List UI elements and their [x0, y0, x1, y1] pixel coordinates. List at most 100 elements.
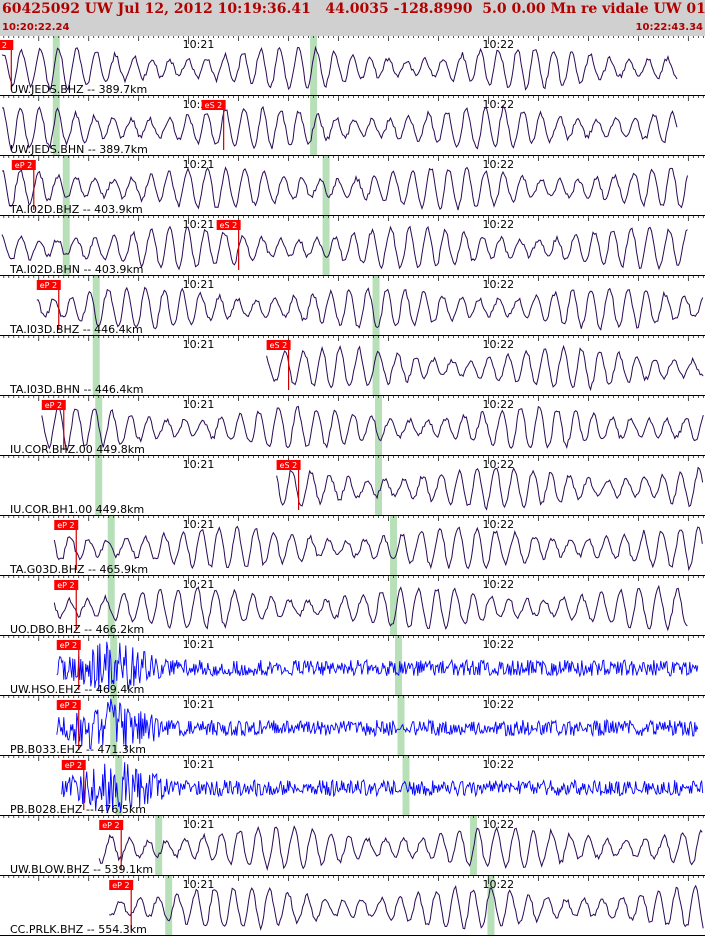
pick-label: eP 2 [102, 821, 119, 830]
minute-label: 10:22 [482, 158, 514, 171]
trace-panel: 10:21 10:22 eP 2 UW.BLOW.BHZ -- 539.1km [0, 816, 705, 876]
minute-label: 10:22 [482, 758, 514, 771]
pick-label: eP 2 [65, 761, 82, 770]
phase-window-s [469, 816, 477, 875]
pick-box [41, 400, 66, 410]
trace-panel: 10:21 10:22 eP 2 TA.G03D.BHZ -- 465.9km [0, 516, 705, 576]
minute-label: 10:22 [482, 398, 514, 411]
minute-label: 10:22 [482, 38, 514, 51]
minute-label: 10:22 [482, 458, 514, 471]
pick-box [61, 760, 86, 770]
trace-panel: 10:21 10:22 eS 2 IU.COR.BH1.00 449.8km [0, 456, 705, 516]
pick-label: eP 2 [60, 641, 77, 650]
pick-box [56, 640, 81, 650]
pick-label: eP 2 [57, 581, 74, 590]
channel-label: PB.B033.EHZ -- 471.3km [10, 743, 146, 756]
minute-label: 10:21 [183, 458, 215, 471]
phase-window-p [95, 456, 103, 515]
phase-window-s [372, 336, 380, 395]
trace-panel: 10:21 10:22 eP 2 CC.PRLK.BHZ -- 554.3km [0, 876, 705, 936]
waveform [56, 641, 699, 693]
phase-window-s [487, 876, 495, 935]
waveform [53, 525, 703, 572]
channel-label: TA.I02D.BHZ -- 403.9km [9, 203, 143, 216]
trace-panel: 10:21 10:22 eP 2 TA.I02D.BHZ -- 403.9km [0, 156, 705, 216]
pick-box [201, 100, 226, 110]
minute-label: 10:21 [183, 518, 215, 531]
minute-label: 10:22 [482, 218, 514, 231]
waveform [266, 344, 704, 392]
pick-box [99, 820, 124, 830]
pick-box [11, 160, 36, 170]
pick-box [266, 340, 291, 350]
pick-box [36, 280, 61, 290]
minute-label: 10:21 [183, 218, 215, 231]
pick-box [216, 220, 241, 230]
phase-window-s [375, 396, 383, 455]
phase-window-s [390, 516, 398, 575]
channel-label: UW.HSO.EHZ -- 469.4km [10, 683, 144, 696]
phase-window-p [62, 216, 70, 275]
phase-window-s [372, 276, 380, 335]
pick-box [109, 880, 134, 890]
phase-window-p [52, 96, 60, 155]
phase-window-p [92, 336, 100, 395]
pick-label: eS 2 [280, 461, 298, 470]
minute-label: 10:21 [183, 638, 215, 651]
pick-box [0, 40, 14, 50]
minute-label: 10:21 [183, 158, 215, 171]
pick-label: eP 2 [60, 701, 77, 710]
phase-window-p [115, 756, 123, 815]
channel-label: UW.JEDS.BHZ -- 389.7km [10, 83, 147, 96]
waveform [98, 825, 703, 872]
minute-label: 10:21 [183, 698, 215, 711]
phase-window-s [397, 696, 405, 755]
minute-label: 10:22 [482, 518, 514, 531]
channel-label: IU.COR.BHZ.00 449.8km [10, 443, 145, 456]
minute-label: 10:22 [482, 878, 514, 891]
channel-label: UO.DBO.BHZ -- 466.2km [10, 623, 144, 636]
pick-label: eP 2 [15, 161, 32, 170]
waveform [61, 762, 704, 814]
minute-label: 10:22 [482, 338, 514, 351]
trace-panel: 10:21 10:22 eP 2 PB.B028.EHZ -- 476.5km [0, 756, 705, 816]
minute-label: 10:21 [183, 398, 215, 411]
channel-label: TA.G03D.BHZ -- 465.9km [9, 563, 148, 576]
phase-window-s [375, 456, 383, 515]
channel-label: TA.I03D.BHZ -- 446.4km [9, 323, 143, 336]
trace-panel: 10:21 10:22 eP 2 PB.B033.EHZ -- 471.3km [0, 696, 705, 756]
minute-label: 10:21 [183, 878, 215, 891]
pick-box [276, 460, 301, 470]
channel-label: UW.BLOW.BHZ -- 539.1km [10, 863, 153, 876]
pick-box [54, 580, 79, 590]
channel-label: PB.B028.EHZ -- 476.5km [10, 803, 146, 816]
minute-label: 10:21 [183, 278, 215, 291]
waveform [56, 698, 699, 751]
waveform [109, 884, 704, 931]
minute-label: 10:21 [183, 338, 215, 351]
event-title: 60425092 UW Jul 12, 2012 10:19:36.41 44.… [2, 1, 705, 17]
waveform [1, 166, 688, 211]
minute-label: 10:21 [183, 578, 215, 591]
phase-window-p [165, 876, 173, 935]
waveform [1, 225, 688, 271]
phase-window-s [395, 636, 403, 695]
waveform [53, 584, 688, 632]
pick-label: eS 2 [220, 221, 238, 230]
header-bar: 60425092 UW Jul 12, 2012 10:19:36.41 44.… [0, 0, 705, 36]
pick-label: eP 2 [57, 521, 74, 530]
minute-label: 10:22 [482, 578, 514, 591]
minute-label: 10:21 [183, 818, 215, 831]
channel-label: CC.PRLK.BHZ -- 554.3km [10, 923, 147, 936]
trace-panel: 10:21 10:22 eP 2 UO.DBO.BHZ -- 466.2km [0, 576, 705, 636]
phase-window-s [322, 216, 330, 275]
trace-panel: 10:21 10:22 eP 2 TA.I03D.BHZ -- 446.4km [0, 276, 705, 336]
trace-panel: 10:21 10:22 eP 2 UW.HSO.EHZ -- 469.4km [0, 636, 705, 696]
phase-window-p [92, 276, 100, 335]
phase-window-p [107, 576, 115, 635]
waveform [276, 466, 704, 511]
waveform [36, 286, 704, 331]
phase-window-s [322, 156, 330, 215]
